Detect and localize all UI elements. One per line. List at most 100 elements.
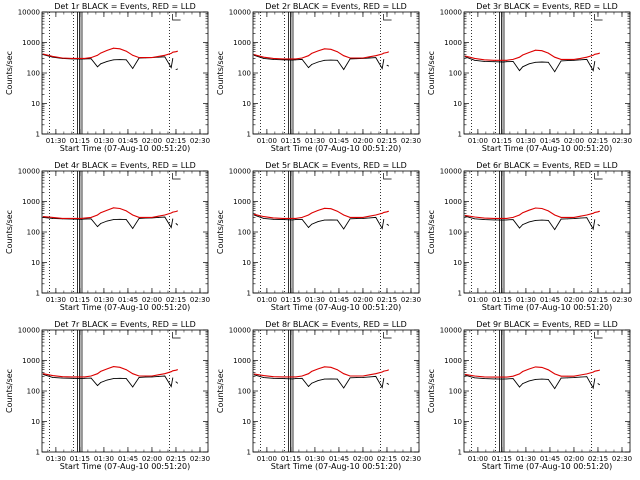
lld-point — [567, 217, 568, 218]
y-tick-label: 1 — [247, 290, 251, 298]
events-point — [295, 219, 297, 221]
events-point — [301, 377, 303, 379]
y-tick-label: 10 — [453, 418, 462, 426]
lld-point — [567, 375, 568, 377]
events-point — [381, 387, 383, 388]
x-tick-label: 01:15 — [492, 455, 512, 463]
x-tick-label: 02:00 — [353, 455, 373, 463]
lld-point — [388, 369, 389, 371]
lld-point — [90, 57, 92, 58]
y-axis-title: Counts/sec — [216, 210, 225, 254]
lld-point — [253, 54, 255, 56]
panel-6: Det 6r BLACK = Events, RED = LLD 1 10 100 10… — [427, 161, 632, 312]
events-point — [383, 58, 385, 60]
lld-point — [61, 57, 63, 59]
events-point — [170, 67, 172, 69]
events-point — [474, 59, 476, 61]
lld-point — [560, 58, 562, 60]
panel-3: Det 3r BLACK = Events, RED = LLD 1 10 100 10… — [427, 2, 632, 153]
x-tick-label: 01:45 — [118, 137, 138, 145]
lld-point — [301, 57, 303, 59]
events-point — [375, 57, 377, 58]
events-point — [375, 217, 377, 218]
lld-point — [493, 376, 495, 378]
x-tick-label: 01:30 — [516, 137, 536, 145]
events-point — [368, 217, 370, 219]
events-point — [597, 224, 599, 225]
events-point — [132, 228, 134, 229]
events-point — [567, 60, 568, 62]
events-point — [599, 384, 600, 386]
lld-point — [71, 58, 73, 59]
x-tick-label: 01:45 — [329, 137, 349, 145]
lld-point — [90, 217, 92, 218]
lld-point — [311, 370, 313, 372]
events-point — [519, 386, 520, 388]
plot-frame — [252, 11, 420, 135]
lld-series-line — [253, 207, 389, 219]
events-point — [125, 378, 127, 380]
events-point — [84, 218, 86, 220]
x-axis-title: Start Time (07-Aug-10 00:51:20) — [482, 144, 613, 153]
y-tick-label: 1 — [36, 449, 40, 457]
lld-point — [592, 371, 594, 373]
events-point — [81, 218, 82, 220]
events-point — [263, 217, 265, 219]
events-point — [368, 376, 370, 378]
lld-point — [106, 368, 108, 370]
lld-point — [368, 215, 370, 217]
lld-point — [81, 217, 82, 219]
lld-series-line — [43, 207, 178, 219]
lld-point — [474, 58, 476, 59]
events-point — [317, 380, 319, 381]
lld-point — [474, 375, 476, 377]
lld-point — [119, 366, 121, 368]
events-point — [586, 376, 588, 378]
y-tick-label: 10 — [31, 418, 40, 426]
lld-point — [599, 52, 600, 54]
x-tick-label: 01:30 — [94, 455, 114, 463]
events-point — [272, 377, 274, 379]
x-tick-label: 01:45 — [540, 296, 560, 304]
y-axis-title: Counts/sec — [5, 369, 14, 413]
marker-bracket — [383, 173, 392, 180]
lld-point — [132, 54, 134, 56]
lld-point — [506, 217, 508, 219]
y-tick-label: 1 — [247, 449, 251, 457]
lld-point — [535, 366, 536, 368]
events-point — [301, 58, 303, 60]
lld-point — [84, 217, 86, 219]
lld-point — [177, 210, 178, 212]
events-point — [388, 383, 389, 385]
lld-point — [375, 55, 377, 57]
events-point — [573, 59, 575, 61]
lld-point — [343, 373, 345, 375]
events-point — [84, 377, 86, 379]
x-tick-label: 02:15 — [377, 137, 397, 145]
plot-frame — [463, 329, 631, 453]
events-point — [164, 375, 166, 377]
y-tick-label: 10000 — [229, 9, 251, 17]
lld-point — [368, 56, 370, 58]
lld-point — [170, 52, 172, 54]
events-point — [592, 387, 594, 389]
lld-point — [336, 210, 338, 212]
lld-point — [263, 375, 265, 376]
events-point — [597, 383, 599, 384]
events-point — [592, 70, 594, 71]
panel-1: Det 1r BLACK = Events, RED = LLD 1 10 100 10… — [5, 2, 210, 153]
panel-title: Det 6r BLACK = Events, RED = LLD — [476, 161, 618, 170]
events-point — [594, 219, 596, 221]
lld-point — [177, 369, 178, 371]
events-point — [386, 382, 388, 384]
events-point — [106, 379, 108, 381]
x-tick-label: 02:00 — [564, 455, 584, 463]
lld-point — [311, 52, 313, 54]
events-point — [175, 69, 177, 70]
lld-point — [172, 51, 174, 53]
lld-point — [375, 373, 377, 375]
plot-frame — [463, 170, 631, 294]
y-tick-label: 10000 — [18, 327, 40, 335]
x-tick-label: 01:30 — [305, 296, 325, 304]
